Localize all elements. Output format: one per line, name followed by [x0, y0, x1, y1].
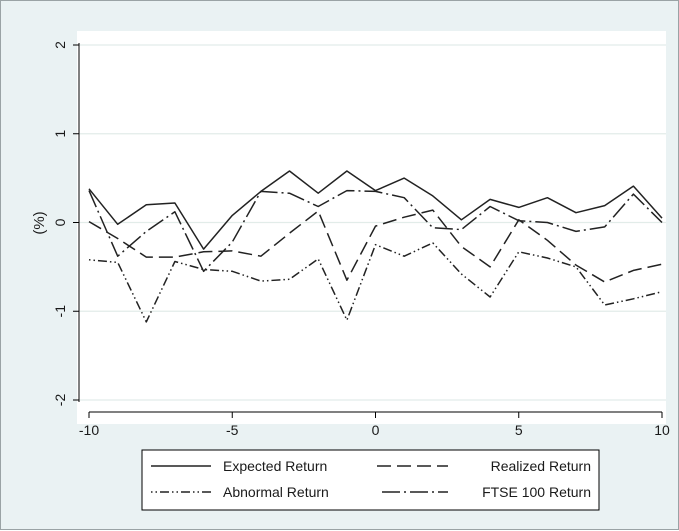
x-tick-label: -5: [226, 422, 239, 438]
y-tick-label: -1: [52, 305, 68, 318]
series-line-abnormal-return: [88, 242, 663, 323]
plot-area: [77, 31, 666, 424]
series-line-realized-return: [88, 209, 663, 283]
x-tick-label: 5: [515, 422, 523, 438]
legend-label-abnormal-return: Abnormal Return: [223, 484, 329, 500]
legend-label-realized-return: Realized Return: [491, 458, 591, 474]
x-tick-label: 10: [654, 422, 670, 438]
y-tick-label: 1: [52, 130, 68, 138]
legend-box: [141, 449, 600, 511]
y-tick-label: 2: [52, 41, 68, 49]
legend-items: Expected Return Realized Return Abnormal R…: [151, 458, 591, 500]
legend: Expected Return Realized Return Abnormal R…: [141, 449, 600, 511]
gridlines: [79, 44, 666, 401]
x-tick-label: -10: [79, 422, 99, 438]
legend-label-ftse-100-return: FTSE 100 Return: [482, 484, 591, 500]
y-axis-title: (%): [31, 211, 48, 234]
axes: [73, 43, 663, 418]
series-line-expected-return: [88, 170, 663, 250]
series-line-ftse-100-return: [88, 189, 663, 273]
x-tick-label: 0: [372, 422, 380, 438]
y-tick-label: 0: [52, 218, 68, 226]
legend-label-expected-return: Expected Return: [223, 458, 327, 474]
y-tick-label: -2: [52, 394, 68, 407]
series-lines: [88, 170, 663, 323]
